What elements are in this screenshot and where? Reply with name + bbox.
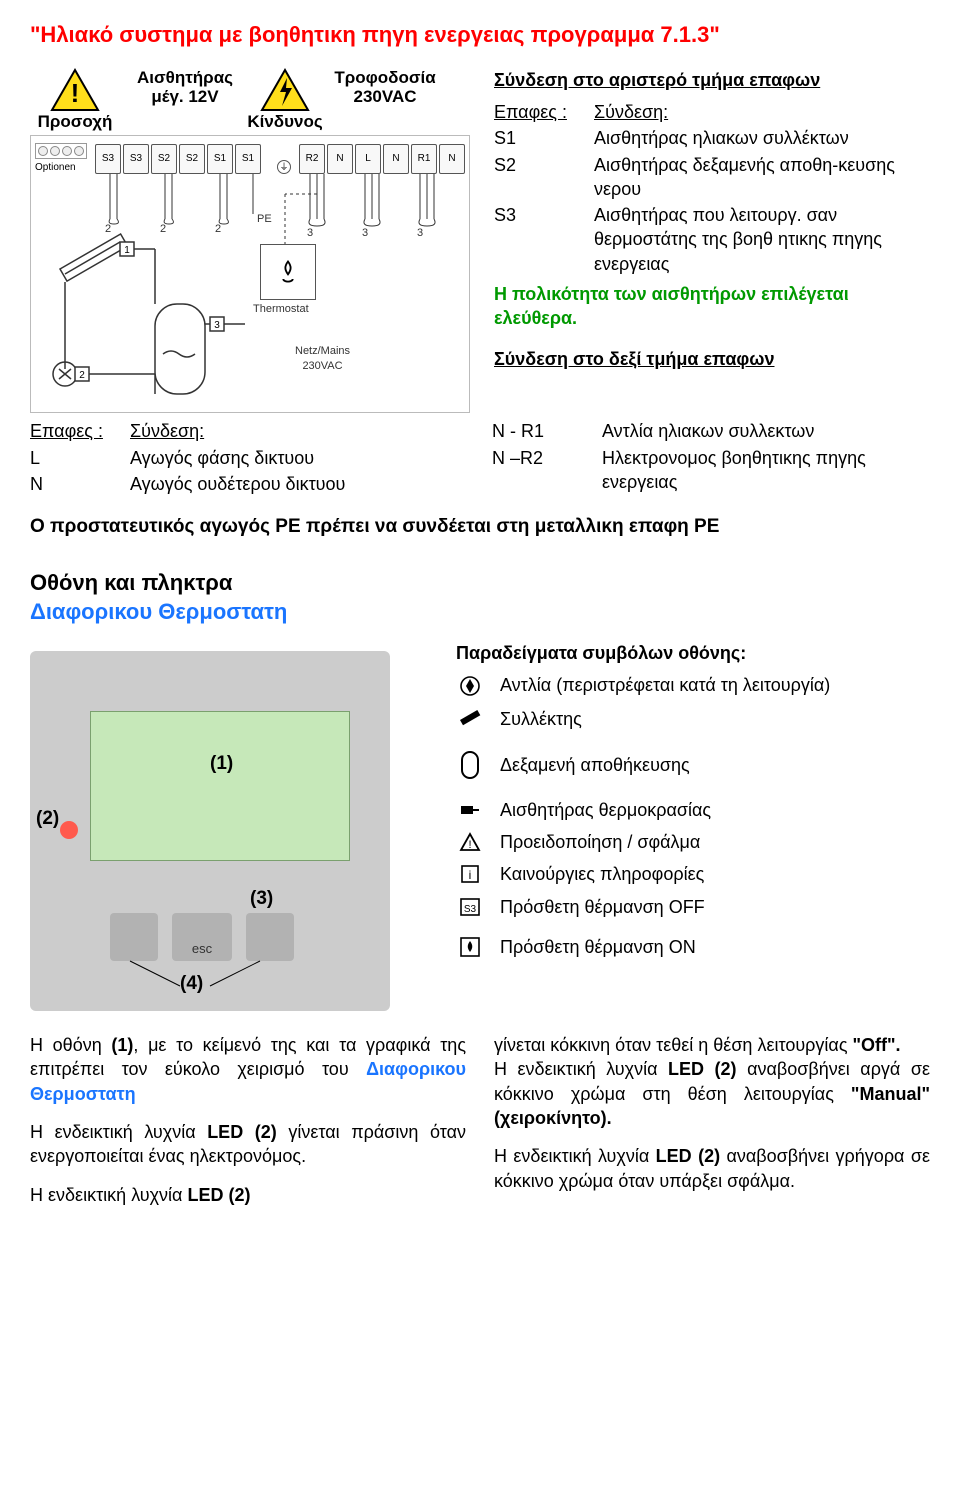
warning-caption: Προσοχή (38, 112, 113, 132)
optionen-label: Optionen (35, 161, 87, 175)
warning-icon: ! (50, 68, 100, 112)
conn-col2-head: Σύνδεση: (130, 419, 468, 443)
mains-small-label: Netz/Mains 230VAC (295, 344, 350, 374)
pe-terminal: ⏚ (277, 160, 291, 174)
conn-key: L (30, 446, 120, 470)
warn-icon: ! (456, 832, 484, 852)
para: Η ενδεικτική λυχνία LED (2) (30, 1183, 466, 1207)
mains-label-2: 230VAC (354, 87, 417, 107)
danger-icon (260, 68, 310, 112)
svg-text:2: 2 (79, 370, 85, 381)
symbol-text: Πρόσθετη θέρμανση OFF (500, 895, 705, 919)
sensor-label-1: Αισθητήρας (137, 68, 233, 88)
options-block (35, 143, 87, 159)
section2-heading-1: Οθόνη και πληκτρα (30, 568, 930, 598)
terminal: R2 (299, 144, 325, 174)
terminal: S3 (123, 144, 149, 174)
thermostat-box (260, 244, 316, 300)
wire-count: 3 (307, 226, 313, 241)
terminal: S2 (151, 144, 177, 174)
left-terminals: S3 S3 S2 S2 S1 S1 (95, 144, 261, 174)
symbol-text: Δεξαμενή αποθήκευσης (500, 753, 690, 777)
conn-val: Αισθητήρας που λειτουργ. σαν θερμοστάτης… (594, 203, 930, 276)
conn-val: Αντλία ηλιακων συλλεκτων (602, 419, 930, 443)
terminal: S1 (207, 144, 233, 174)
conn-key: S1 (494, 126, 584, 150)
section2-heading-2: Διαφορικου Θερμοστατη (30, 597, 930, 627)
symbol-text: Πρόσθετη θέρμανση ON (500, 935, 696, 959)
terminal: S1 (235, 144, 261, 174)
conn-val: Ηλεκτρονομος βοηθητικης πηγης ενεργειας (602, 446, 930, 495)
wire-count: 3 (362, 226, 368, 241)
svg-text:i: i (469, 868, 472, 882)
pe-label: PE (257, 212, 272, 227)
para: Η οθόνη (1), με το κείμενό της και τα γρ… (30, 1033, 466, 1106)
s3-icon: S3 (456, 897, 484, 917)
right-terminals: R2 N L N R1 N (299, 144, 465, 174)
conn-col1-head: Επαφες : (30, 419, 120, 443)
para: Η ενδεικτική λυχνία LED (2) αναβοσβήνει … (494, 1057, 930, 1130)
conn-val: Αισθητήρας ηλιακων συλλέκτων (594, 126, 930, 150)
terminal: N (439, 144, 465, 174)
svg-text:1: 1 (124, 245, 130, 256)
symbol-text: Αισθητήρας θερμοκρασίας (500, 798, 711, 822)
wiring-diagram: ! Προσοχή Αισθητήρας μέγ. 12V Κίνδυνος Τ… (30, 68, 470, 414)
polarity-note: Η πολικότητα των αισθητήρων επιλέγεται ε… (494, 282, 930, 331)
wire-count: 2 (215, 222, 221, 237)
symbol-text: Προειδοποίηση / σφάλμα (500, 830, 700, 854)
device-mock: esc (1) (2) (3) (4) (30, 651, 390, 1011)
description-columns: Η οθόνη (1), με το κείμενό της και τα γρ… (30, 1033, 930, 1207)
terminal: L (355, 144, 381, 174)
symbol-text: Αντλία (περιστρέφεται κατά τη λειτουργία… (500, 673, 830, 697)
fire-icon (456, 936, 484, 958)
sensor-icon (456, 802, 484, 818)
top-row: ! Προσοχή Αισθητήρας μέγ. 12V Κίνδυνος Τ… (30, 68, 930, 414)
conn-key: S3 (494, 203, 584, 276)
svg-text:!: ! (468, 839, 471, 851)
pump-icon (456, 675, 484, 697)
mains-label-1: Τροφοδοσία (334, 68, 435, 88)
tables-row: Επαφες : Σύνδεση: L Αγωγός φάσης δικτυου… (30, 419, 930, 496)
thermostat-label: Thermostat (253, 302, 309, 317)
conn-key: N - R1 (492, 419, 592, 443)
conn-val: Αισθητήρας δεξαμενής αποθη-κευσης νερου (594, 153, 930, 202)
tank-icon (456, 750, 484, 780)
terminal: S3 (95, 144, 121, 174)
conn-key: N (30, 472, 120, 496)
info-icon: i (456, 864, 484, 884)
conn-val: Αγωγός ουδέτερου δικτυου (130, 472, 468, 496)
para: γίνεται κόκκινη όταν τεθεί η θέση λειτου… (494, 1033, 930, 1057)
conn-right-heading: Σύνδεση στο δεξί τμήμα επαφων (494, 347, 930, 371)
collector-icon (456, 706, 484, 732)
danger-caption: Κίνδυνος (247, 112, 322, 132)
symbols-heading: Παραδείγματα συμβόλων οθόνης: (456, 641, 930, 665)
symbol-text: Συλλέκτης (500, 707, 582, 731)
section2-row: esc (1) (2) (3) (4) Παραδείγματα συμβόλω… (30, 633, 930, 1011)
svg-text:S3: S3 (464, 904, 477, 915)
page-title: "Ηλιακό συστημα με βοηθητικη πηγη ενεργε… (30, 20, 930, 50)
wire-count: 3 (417, 226, 423, 241)
conn-key: S2 (494, 153, 584, 202)
svg-text:3: 3 (214, 320, 220, 331)
conn-val: Αγωγός φάσης δικτυου (130, 446, 468, 470)
conn-col1-head: Επαφες : (494, 100, 584, 124)
terminal: S2 (179, 144, 205, 174)
connection-text: Σύνδεση στο αριστερό τμήμα επαφων Επαφες… (494, 68, 930, 414)
para: Η ενδεικτική λυχνία LED (2) γίνεται πράσ… (30, 1120, 466, 1169)
sensor-label-2: μέγ. 12V (151, 87, 218, 107)
conn-col2-head: Σύνδεση: (594, 100, 930, 124)
pe-warning: Ο προστατευτικός αγωγός PE πρέπει να συν… (30, 514, 930, 540)
terminal: N (327, 144, 353, 174)
wire-count: 2 (105, 222, 111, 237)
conn-key: N –R2 (492, 446, 592, 495)
wire-count: 2 (160, 222, 166, 237)
terminal: R1 (411, 144, 437, 174)
conn-left-heading: Σύνδεση στο αριστερό τμήμα επαφων (494, 68, 930, 92)
symbols-list: Παραδείγματα συμβόλων οθόνης: Αντλία (πε… (456, 641, 930, 1011)
para: Η ενδεικτική λυχνία LED (2) αναβοσβήνει … (494, 1144, 930, 1193)
terminal: N (383, 144, 409, 174)
symbol-text: Καινούργιες πληροφορίες (500, 862, 704, 886)
svg-text:!: ! (71, 78, 80, 108)
